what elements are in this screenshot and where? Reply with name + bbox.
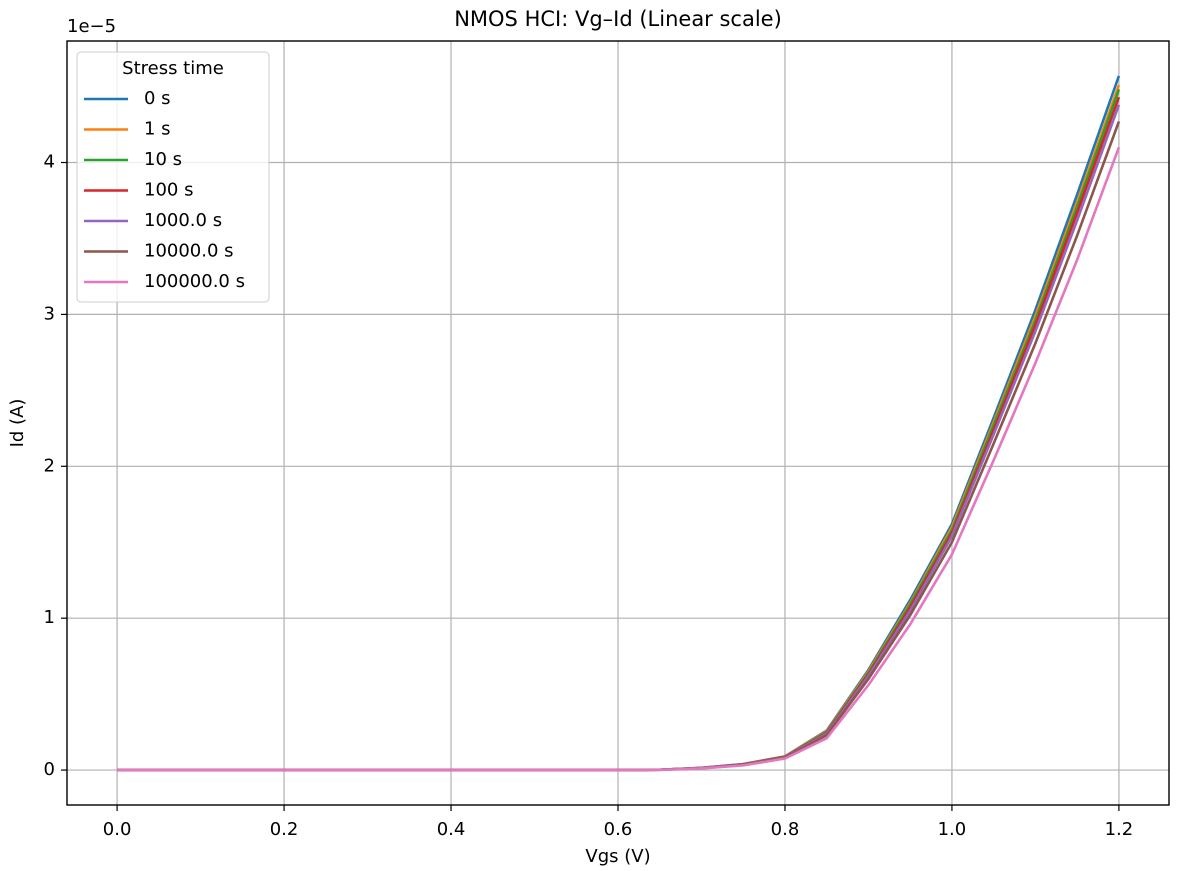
legend: Stress time 0 s 1 s 10 s 100 s 1000.0 s 10000.…: [76, 51, 270, 303]
x-tick-label: 0.2: [270, 819, 299, 840]
y-tick-label: 3: [44, 303, 55, 324]
x-tick-label: 0.0: [103, 819, 132, 840]
y-offset-label: 1e−5: [67, 16, 116, 37]
legend-label: 1000.0 s: [144, 210, 222, 231]
legend-label: 10000.0 s: [144, 241, 234, 262]
x-axis-label: Vgs (V): [585, 846, 650, 867]
y-tick-label: 1: [44, 607, 55, 628]
legend-label: 100 s: [144, 180, 193, 201]
x-tick-label: 0.4: [437, 819, 466, 840]
x-tick-label: 1.2: [1105, 819, 1134, 840]
y-tick-label: 0: [44, 759, 55, 780]
y-tick-label: 2: [44, 455, 55, 476]
x-tick-label: 0.8: [771, 819, 800, 840]
legend-box: [76, 51, 270, 303]
plot-frame: [66, 40, 1170, 806]
legend-label: 100000.0 s: [144, 271, 245, 292]
x-tick-label: 1.0: [938, 819, 967, 840]
y-tick-label: 4: [44, 152, 55, 173]
legend-title: Stress time: [122, 58, 224, 79]
y-axis-label: Id (A): [7, 399, 28, 448]
chart-title: NMOS HCI: Vg–Id (Linear scale): [454, 7, 782, 31]
legend-label: 0 s: [144, 88, 171, 109]
legend-label: 1 s: [144, 119, 171, 140]
x-tick-label: 0.6: [604, 819, 633, 840]
legend-label: 10 s: [144, 149, 182, 170]
data-line: [117, 146, 1121, 772]
